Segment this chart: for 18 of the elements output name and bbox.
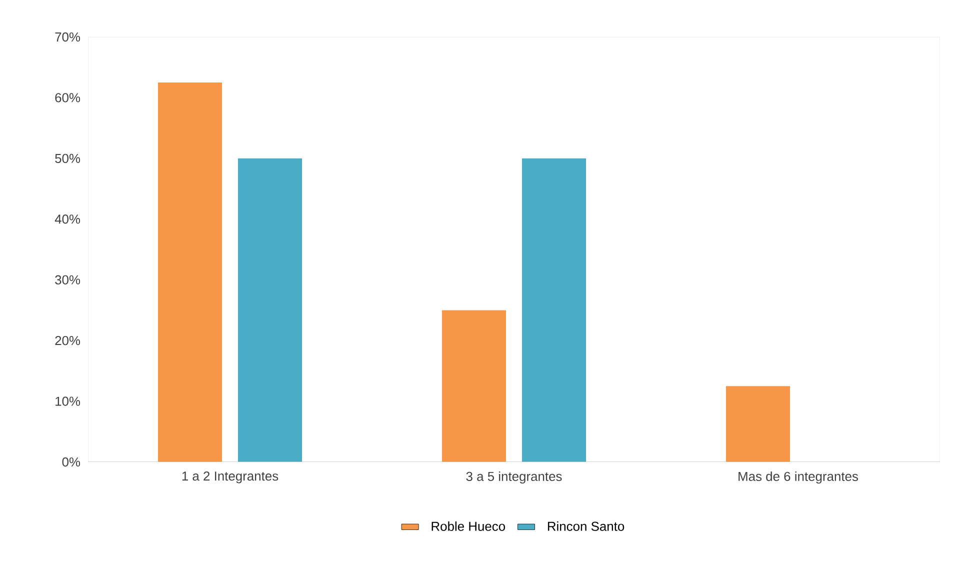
bar — [238, 158, 302, 462]
bar — [158, 82, 222, 462]
legend-label: Rincon Santo — [548, 521, 624, 531]
bar — [442, 310, 506, 462]
bar — [522, 158, 586, 462]
y-tick-label: 20% — [55, 336, 80, 346]
y-tick-label: 0% — [62, 457, 80, 467]
y-tick-label: 70% — [55, 32, 80, 42]
y-tick-label: 30% — [55, 275, 80, 284]
x-tick-label: 1 a 2 Integrantes — [182, 471, 278, 484]
x-tick-label: Mas de 6 integrantes — [738, 471, 858, 484]
y-tick-label: 40% — [54, 214, 80, 224]
legend-label: Roble Hueco — [432, 521, 506, 531]
y-tick-label: 10% — [56, 396, 80, 406]
bar — [726, 386, 790, 462]
x-tick-label: 3 a 5 integrantes — [466, 471, 562, 484]
y-tick-label: 50% — [55, 154, 80, 164]
y-tick-label: 60% — [55, 93, 80, 102]
